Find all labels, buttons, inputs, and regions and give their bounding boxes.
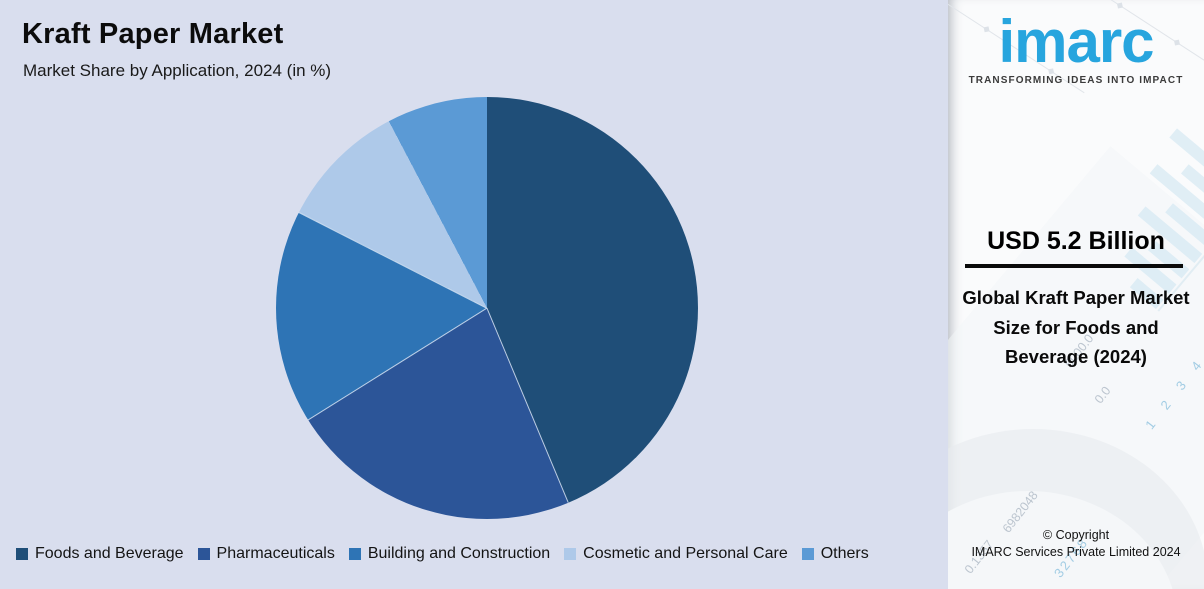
page-title: Kraft Paper Market [22,18,284,50]
slice-divider [298,211,488,309]
legend-swatch [801,548,814,560]
legend-swatch [16,548,28,560]
legend-label: Building and Construction [367,545,551,562]
stat-label: Global Kraft Paper Market Size for Foods… [962,287,1190,367]
copyright: © Copyright IMARC Services Private Limit… [948,527,1204,561]
chart-legend: Foods and Beverage Pharmaceuticals Buildin… [16,545,946,563]
legend-swatch [348,548,361,560]
legend-item: Cosmetic and Personal Care [564,545,788,563]
legend-label: Cosmetic and Personal Care [583,545,788,562]
legend-item: Others [801,545,869,563]
brand-panel: 5000.0 0.0 1 2 3 4 6982048 0.1357 32768 … [948,0,1204,589]
legend-label: Pharmaceuticals [216,545,335,562]
legend-swatch [197,548,210,560]
slice-divider [307,307,488,421]
imarc-logo-tagline: TRANSFORMING IDEAS INTO IMPACT [968,75,1184,86]
slice-divider [486,307,569,503]
legend-label: Others [820,545,869,562]
imarc-logo: imarc TRANSFORMING IDEAS INTO IMPACT [948,8,1204,87]
chart-area: Kraft Paper Market Market Share by Appli… [16,18,946,563]
pie-chart [276,97,698,519]
legend-label: Foods and Beverage [35,545,184,562]
copyright-line-1: © Copyright [1042,528,1110,542]
copyright-line-2: IMARC Services Private Limited 2024 [971,545,1181,559]
stat-value: USD 5.2 Billion [987,227,1165,255]
divider [965,264,1183,268]
legend-item: Pharmaceuticals [197,545,335,563]
imarc-logo-text: imarc [998,8,1154,75]
page-subtitle: Market Share by Application, 2024 (in %) [23,61,332,80]
legend-item: Building and Construction [348,545,551,563]
legend-swatch [564,548,577,560]
legend-item: Foods and Beverage [16,545,184,563]
